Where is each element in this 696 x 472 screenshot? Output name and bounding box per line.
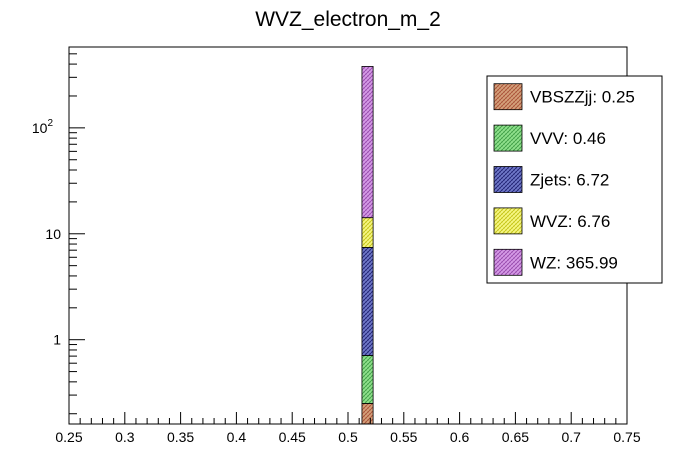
x-axis: 0.25 0.3 0.35 0.4 0.45 0.5 0.55 0.6 0.65 0.7 0.75 xyxy=(55,412,641,445)
legend-label-wvz: WVZ: 6.76 xyxy=(530,212,610,231)
bar-segment-wvz xyxy=(361,217,374,248)
legend-label-wz: WZ: 365.99 xyxy=(530,253,618,272)
x-tick-label: 0.65 xyxy=(502,429,529,445)
bar-segment-vbszzjj xyxy=(361,403,374,425)
legend-swatch-zjets xyxy=(493,166,523,193)
bar-segment-zjets xyxy=(361,247,374,356)
legend-swatch-vbszzjj xyxy=(493,83,523,111)
x-tick-label: 0.5 xyxy=(338,429,358,445)
x-tick-label: 0.4 xyxy=(227,429,247,445)
bar-segment-wz xyxy=(361,66,374,219)
y-tick-label: 1 xyxy=(53,332,61,348)
x-tick-label: 0.25 xyxy=(55,429,82,445)
x-tick-label: 0.3 xyxy=(115,429,135,445)
y-tick-label: 102 xyxy=(32,118,54,136)
bar-segment-vvv xyxy=(361,355,374,404)
x-tick-label: 0.35 xyxy=(167,429,194,445)
chart-title: WVZ_electron_m_2 xyxy=(255,8,441,31)
y-tick-label: 10 xyxy=(45,226,61,242)
x-tick-label: 0.55 xyxy=(390,429,417,445)
x-tick-label: 0.7 xyxy=(561,429,581,445)
x-tick-label: 0.45 xyxy=(279,429,306,445)
legend-label-vvv: VVV: 0.46 xyxy=(530,129,606,148)
x-tick-label: 0.75 xyxy=(613,429,640,445)
stacked-bars xyxy=(361,66,374,425)
y-axis: 1 10 102 xyxy=(32,53,85,415)
legend-swatch-wz xyxy=(493,248,523,276)
legend: VBSZZjj: 0.25 VVV: 0.46 Zjets: 6.72 WVZ: 6.… xyxy=(486,75,663,284)
legend-label-zjets: Zjets: 6.72 xyxy=(530,171,609,190)
x-tick-label: 0.6 xyxy=(450,429,470,445)
legend-label-vbszzjj: VBSZZjj: 0.25 xyxy=(530,88,635,107)
legend-swatch-vvv xyxy=(493,124,523,152)
y-tick-exponent: 2 xyxy=(47,118,53,129)
legend-swatch-wvz xyxy=(493,207,523,235)
